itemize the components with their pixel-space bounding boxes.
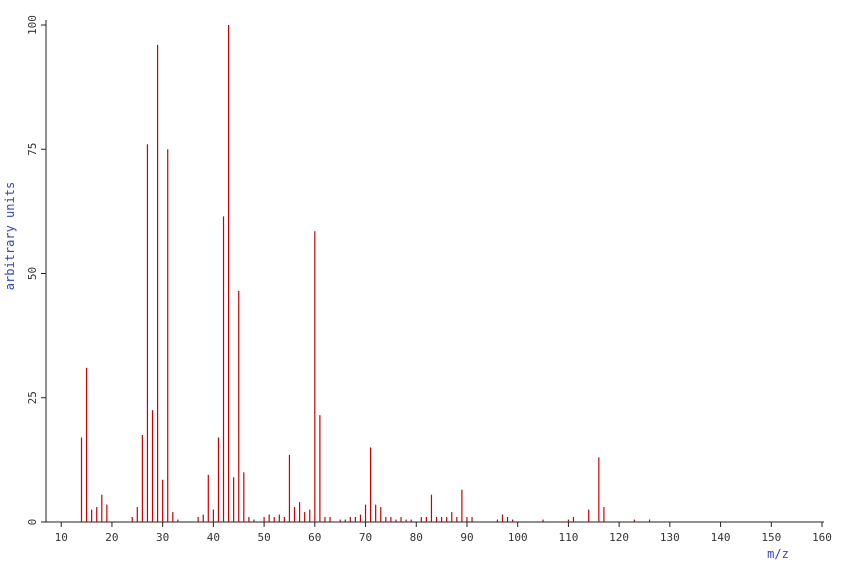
y-tick-label: 50 [26, 267, 39, 280]
x-tick-label: 30 [156, 531, 169, 544]
x-tick-label: 150 [761, 531, 781, 544]
x-tick-label: 160 [812, 531, 832, 544]
y-tick-label: 100 [26, 15, 39, 35]
x-axis-label: m/z [767, 547, 789, 561]
y-axis-label: arbitrary units [3, 182, 17, 290]
x-tick-label: 100 [508, 531, 528, 544]
x-tick-label: 60 [308, 531, 321, 544]
x-tick-label: 90 [460, 531, 473, 544]
y-tick-label: 25 [26, 391, 39, 404]
x-tick-label: 130 [660, 531, 680, 544]
y-tick-label: 75 [26, 143, 39, 156]
x-tick-label: 140 [711, 531, 731, 544]
x-tick-label: 70 [359, 531, 372, 544]
x-tick-label: 120 [609, 531, 629, 544]
x-tick-label: 50 [257, 531, 270, 544]
x-tick-label: 110 [558, 531, 578, 544]
x-tick-label: 10 [55, 531, 68, 544]
x-tick-label: 80 [410, 531, 423, 544]
y-tick-label: 0 [26, 519, 39, 526]
x-tick-label: 40 [207, 531, 220, 544]
x-tick-label: 20 [105, 531, 118, 544]
